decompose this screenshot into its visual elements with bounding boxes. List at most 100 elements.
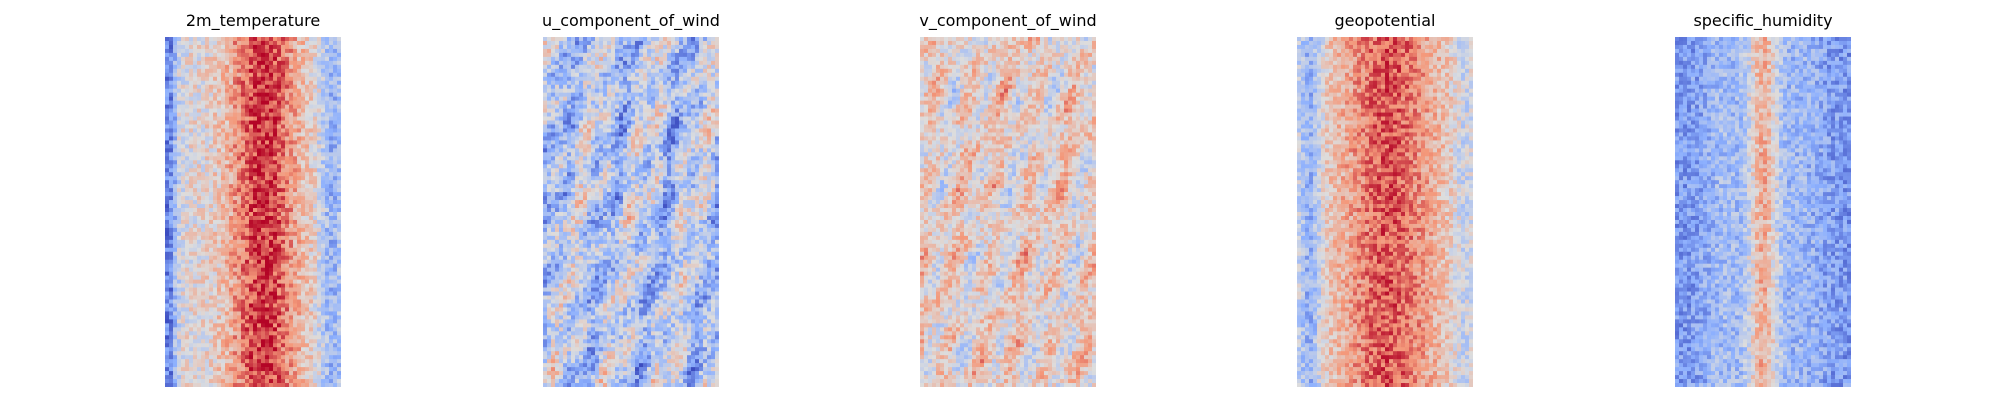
heatmap-cell xyxy=(261,56,266,62)
heatmap-cell xyxy=(309,271,314,276)
heatmap-cell xyxy=(181,267,186,272)
heatmap-cell xyxy=(309,124,314,129)
heatmap-cell xyxy=(281,307,286,312)
heatmap-cell xyxy=(627,108,632,113)
heatmap-cell xyxy=(185,291,190,296)
heatmap-cell xyxy=(599,136,604,141)
heatmap-cell xyxy=(201,367,206,372)
heatmap-cell xyxy=(575,132,580,137)
heatmap-cell xyxy=(289,327,294,332)
heatmap-cell xyxy=(333,76,338,82)
heatmap-cell xyxy=(325,144,330,149)
heatmap-cell xyxy=(297,148,302,153)
heatmap-cell xyxy=(205,128,210,133)
heatmap-cell xyxy=(189,112,194,117)
heatmap-cell xyxy=(305,327,310,332)
heatmap-cell xyxy=(237,156,242,161)
heatmap-cell xyxy=(217,259,222,265)
heatmap-cell xyxy=(309,227,314,233)
heatmap-cell xyxy=(293,231,298,237)
heatmap-cell xyxy=(173,279,178,284)
heatmap-cell xyxy=(209,112,214,117)
heatmap-cell xyxy=(289,267,294,272)
heatmap-cell xyxy=(333,124,338,129)
heatmap-cell xyxy=(177,239,182,245)
heatmap-cell xyxy=(229,168,234,173)
heatmap-cell xyxy=(189,295,194,300)
heatmap-cell xyxy=(201,124,206,129)
heatmap-cell xyxy=(217,132,222,137)
heatmap-cell xyxy=(265,307,270,312)
heatmap-cell xyxy=(615,68,620,74)
heatmap-cell xyxy=(229,319,234,324)
heatmap-cell xyxy=(321,84,326,90)
heatmap-cell xyxy=(695,120,700,125)
heatmap-cell xyxy=(631,48,636,54)
heatmap-cell xyxy=(225,128,230,133)
heatmap-cell xyxy=(711,76,716,82)
heatmap-cell xyxy=(293,176,298,181)
heatmap-cell xyxy=(269,196,274,201)
heatmap-cell xyxy=(177,136,182,141)
heatmap-cell xyxy=(197,291,202,296)
heatmap-cell xyxy=(325,279,330,284)
heatmap-cell xyxy=(647,48,652,54)
heatmap-cell xyxy=(619,44,624,50)
heatmap-cell xyxy=(571,104,576,109)
heatmap-cell xyxy=(165,339,170,344)
heatmap-cell xyxy=(579,92,584,97)
heatmap-cell xyxy=(281,120,286,125)
heatmap-cell xyxy=(281,235,286,241)
heatmap-cell xyxy=(325,335,330,340)
heatmap-cell xyxy=(229,72,234,78)
heatmap-cell xyxy=(249,144,254,149)
heatmap-cell xyxy=(229,251,234,257)
heatmap-cell xyxy=(559,92,564,97)
heatmap-cell xyxy=(699,40,704,46)
heatmap-cell xyxy=(691,128,696,133)
heatmap-cell xyxy=(567,108,572,113)
heatmap-cell xyxy=(281,303,286,308)
heatmap-cell xyxy=(229,116,234,121)
heatmap-cell xyxy=(691,116,696,121)
heatmap-cell xyxy=(305,48,310,54)
heatmap-cell xyxy=(165,271,170,276)
heatmap-cell xyxy=(221,219,226,225)
heatmap-cell xyxy=(225,124,230,129)
heatmap-cell xyxy=(277,247,282,253)
heatmap-cell xyxy=(281,363,286,368)
heatmap-cell xyxy=(245,243,250,249)
heatmap-cell xyxy=(301,148,306,153)
heatmap-cell xyxy=(169,44,174,50)
heatmap-cell xyxy=(177,108,182,113)
heatmap-cell xyxy=(563,60,568,66)
heatmap-cell xyxy=(213,259,218,265)
heatmap-cell xyxy=(229,235,234,241)
heatmap-cell xyxy=(269,311,274,316)
heatmap-cell xyxy=(607,72,612,78)
heatmap-cell xyxy=(329,303,334,308)
heatmap-cell xyxy=(543,68,548,74)
heatmap-cell xyxy=(671,72,676,78)
heatmap-cell xyxy=(301,60,306,66)
heatmap-cell xyxy=(643,124,648,129)
heatmap-cell xyxy=(703,104,708,109)
heatmap-cell xyxy=(301,263,306,268)
heatmap-cell xyxy=(213,196,218,201)
panel-title-u-component-of-wind: u_component_of_wind xyxy=(542,11,720,30)
heatmap-cell xyxy=(253,383,258,387)
heatmap-cell xyxy=(289,303,294,308)
heatmap-cell xyxy=(177,172,182,177)
heatmap-cell xyxy=(189,132,194,137)
heatmap-cell xyxy=(197,323,202,328)
heatmap-cell xyxy=(229,295,234,300)
heatmap-cell xyxy=(189,124,194,129)
heatmap-cell xyxy=(321,44,326,50)
heatmap-cell xyxy=(241,64,246,70)
heatmap-cell xyxy=(269,52,274,58)
heatmap-cell xyxy=(249,44,254,50)
heatmap-cell xyxy=(217,56,222,62)
heatmap-cell xyxy=(209,108,214,113)
heatmap-cell xyxy=(313,56,318,62)
heatmap-cell xyxy=(631,132,636,137)
